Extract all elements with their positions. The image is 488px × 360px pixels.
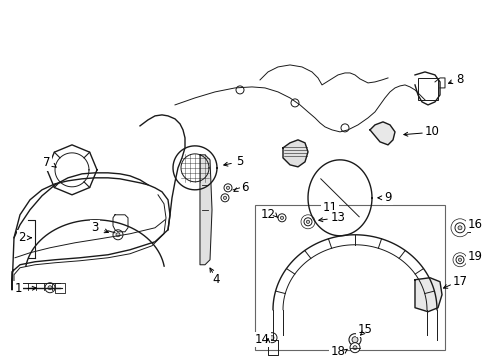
- Circle shape: [221, 194, 228, 202]
- Text: 5: 5: [236, 156, 243, 168]
- Text: 15: 15: [357, 323, 372, 336]
- Text: 2: 2: [18, 231, 26, 244]
- Text: 7: 7: [43, 156, 51, 169]
- Bar: [254, 205, 444, 350]
- Circle shape: [290, 99, 298, 107]
- Circle shape: [454, 223, 464, 233]
- Circle shape: [457, 226, 461, 230]
- Polygon shape: [200, 155, 212, 265]
- Circle shape: [351, 337, 357, 343]
- Text: 18: 18: [330, 345, 345, 358]
- Circle shape: [45, 283, 55, 293]
- Circle shape: [226, 186, 229, 189]
- Circle shape: [113, 230, 123, 240]
- Text: 10: 10: [424, 125, 439, 138]
- Circle shape: [348, 334, 360, 346]
- Text: 16: 16: [467, 218, 482, 231]
- Text: 4: 4: [212, 273, 219, 286]
- Circle shape: [304, 218, 311, 226]
- Circle shape: [269, 336, 273, 340]
- Circle shape: [340, 124, 348, 132]
- Text: 3: 3: [91, 221, 99, 234]
- Text: 14: 14: [254, 333, 269, 346]
- Bar: [417, 78, 437, 100]
- Text: 17: 17: [451, 275, 467, 288]
- Circle shape: [455, 256, 463, 264]
- Text: 1: 1: [14, 282, 21, 295]
- Circle shape: [278, 214, 285, 222]
- Text: 13: 13: [330, 211, 345, 224]
- Polygon shape: [369, 122, 394, 145]
- Circle shape: [236, 86, 244, 94]
- Polygon shape: [283, 140, 307, 167]
- Polygon shape: [414, 278, 441, 312]
- Circle shape: [223, 196, 226, 199]
- Circle shape: [280, 216, 283, 219]
- Text: 11: 11: [322, 201, 337, 214]
- Circle shape: [352, 346, 356, 350]
- Circle shape: [116, 233, 120, 237]
- Text: 9: 9: [384, 191, 391, 204]
- Circle shape: [457, 258, 461, 261]
- Circle shape: [349, 343, 359, 353]
- Text: 19: 19: [467, 250, 482, 263]
- Circle shape: [224, 184, 231, 192]
- Text: 8: 8: [455, 73, 463, 86]
- Circle shape: [306, 220, 309, 224]
- Circle shape: [48, 286, 52, 290]
- Circle shape: [266, 333, 276, 343]
- Text: 6: 6: [241, 181, 248, 194]
- Text: 12: 12: [260, 208, 275, 221]
